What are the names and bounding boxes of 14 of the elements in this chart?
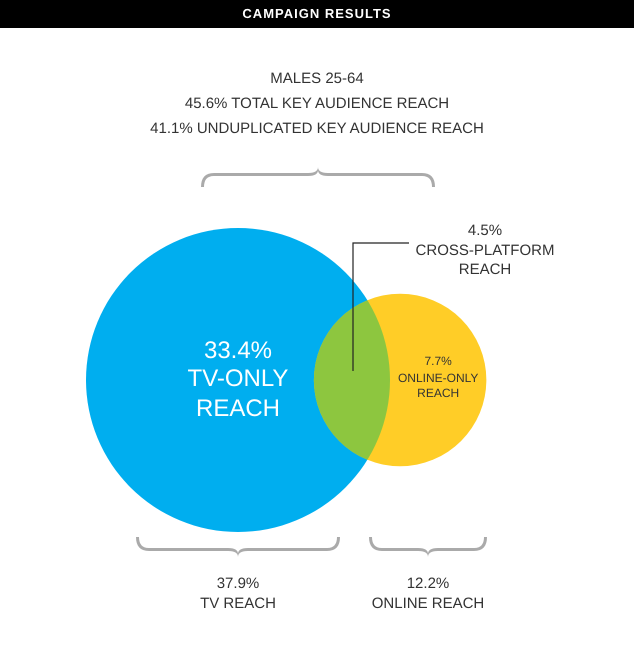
data-label: 4.5%	[466, 222, 504, 241]
text: MALES 25-64	[269, 70, 365, 89]
text: TV REACH	[199, 595, 277, 614]
category-label: ONLINE-ONLY REACH	[396, 371, 480, 401]
text: 37.9%	[216, 575, 260, 594]
text: CAMPAIGN RESULTS	[241, 6, 393, 22]
category-label: TV-ONLY REACH	[186, 364, 290, 424]
text: 41.1% UNDUPLICATED KEY AUDIENCE REACH	[149, 120, 485, 139]
data-label: 33.4%	[202, 336, 274, 366]
data-label: 7.7%	[423, 354, 453, 369]
text: 45.6% TOTAL KEY AUDIENCE REACH	[184, 95, 450, 114]
category-label: CROSS-PLATFORM REACH	[414, 242, 556, 280]
text: 12.2%	[406, 575, 450, 594]
text: ONLINE REACH	[370, 595, 486, 614]
